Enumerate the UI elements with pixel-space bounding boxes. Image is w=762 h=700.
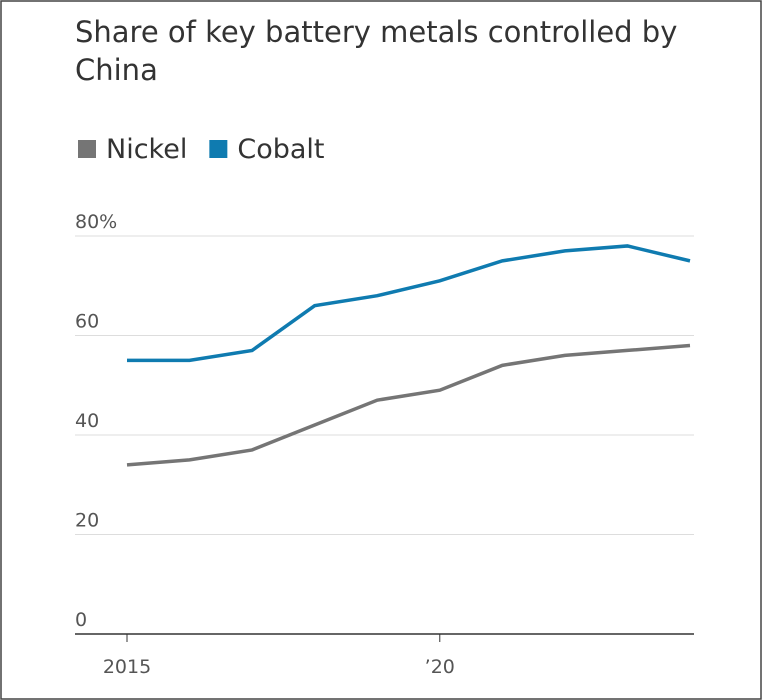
- legend-label: Cobalt: [237, 134, 324, 165]
- y-tick-label: 0: [75, 609, 87, 631]
- x-tick-label: ’20: [425, 656, 455, 678]
- y-tick-label: 80%: [75, 211, 117, 233]
- legend-label: Nickel: [106, 134, 187, 165]
- chart-title: Share of key battery metals controlled b…: [75, 15, 677, 87]
- line-series: [127, 244, 691, 363]
- y-tick-label: 40: [75, 410, 99, 432]
- legend-swatch: [209, 140, 228, 158]
- line-series: [126, 343, 691, 467]
- y-tick-label: 20: [75, 510, 99, 532]
- legend: Nickel Cobalt: [78, 134, 325, 165]
- legend-swatch: [78, 140, 96, 158]
- x-tick-label: 2015: [103, 656, 151, 678]
- y-tick-label: 60: [75, 311, 99, 333]
